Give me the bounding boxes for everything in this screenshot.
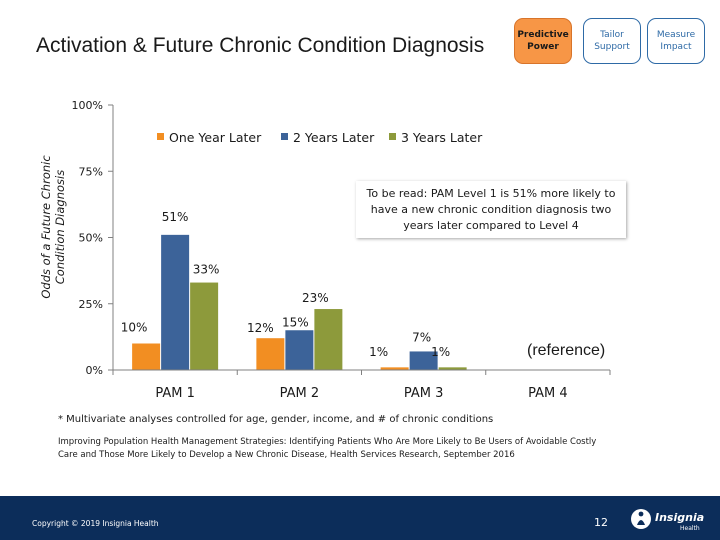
bar-value-label: 1% [431,345,450,359]
bar [256,338,285,370]
copyright: Copyright © 2019 Insignia Health [32,519,159,528]
bar-value-label: 7% [412,330,431,344]
bar-value-label: 10% [121,321,148,335]
legend-swatch [157,133,164,140]
tailor-support-label: Tailor Support [594,30,630,52]
bar-value-label: 12% [247,321,274,335]
y-tick-label: 75% [79,165,103,178]
y-tick-label: 25% [79,298,103,311]
category-label: PAM 4 [528,386,568,401]
predictive-power-label: Predictive Power [517,30,569,52]
bars [132,234,467,370]
x-axis: PAM 1 PAM 2 PAM 3 PAM 4 [112,369,611,401]
tailor-support-tab[interactable]: Tailor Support [583,18,641,64]
legend-swatch [389,133,396,140]
bar-chart: One Year Later 2 Years Later 3 Years Later… [39,99,611,401]
logo-mark-icon [631,509,651,529]
bar-value-label: 33% [193,263,220,277]
bar [161,234,190,370]
category-label: PAM 3 [404,386,444,401]
insignia-health-logo: Insignia Health [631,509,704,532]
y-tick-label: 50% [79,232,103,245]
bar [285,330,314,370]
y-axis-label-line2: Condition Diagnosis [53,170,67,284]
bar [190,282,219,370]
bar-value-label: 15% [282,315,309,329]
y-tick-label: 0% [86,364,103,377]
legend-entry: 3 Years Later [401,130,483,145]
footnote: * Multivariate analyses controlled for a… [58,414,494,425]
predictive-power-tab[interactable]: Predictive Power [514,18,572,64]
category-label: PAM 2 [280,386,320,401]
bar [132,343,161,370]
interpretation-note: To be read: PAM Level 1 is 51% more like… [356,181,626,238]
bar [438,367,467,370]
legend-entry: 2 Years Later [293,130,375,145]
bar [380,367,409,370]
chart-legend: One Year Later 2 Years Later 3 Years Later [157,130,483,145]
y-tick-label: 100% [72,99,103,112]
bar-labels: 10% 12% 1% 51% 15% 7% 33% 23% 1% [121,210,450,359]
bar-value-label: 23% [302,291,329,305]
bar-value-label: 1% [369,345,388,359]
page-number: 12 [594,516,608,529]
reference-label: (reference) [527,342,606,359]
measure-impact-label: Measure Impact [656,30,696,52]
y-axis-label-line1: Odds of a Future Chronic [39,155,53,299]
measure-impact-tab[interactable]: Measure Impact [647,18,705,64]
bar [314,309,343,370]
logo-text: Insignia [655,511,704,524]
bar-value-label: 51% [162,210,189,224]
category-label: PAM 1 [155,386,195,401]
citation: Improving Population Health Management S… [58,437,597,460]
logo-subtext: Health [680,525,700,532]
slide-title: Activation & Future Chronic Condition Di… [36,34,485,57]
legend-swatch [281,133,288,140]
bar [409,351,438,370]
y-axis: 0% 25% 50% 75% 100% [72,99,114,377]
footer-bar [0,496,720,540]
legend-entry: One Year Later [169,130,262,145]
